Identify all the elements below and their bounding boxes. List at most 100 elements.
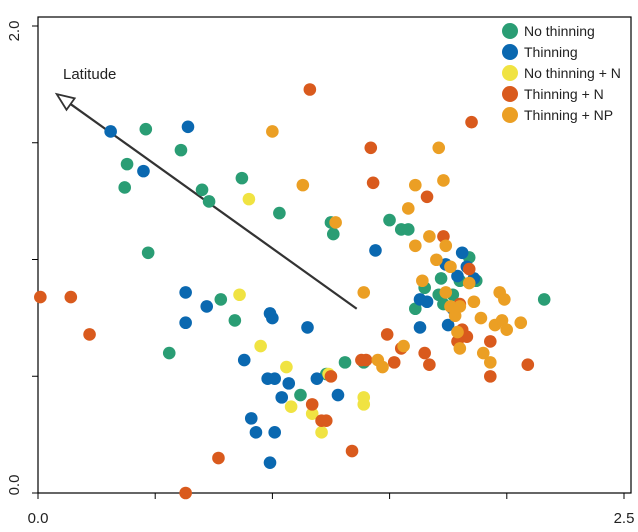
data-point — [233, 288, 246, 302]
data-point — [484, 356, 497, 369]
legend-marker — [502, 44, 518, 60]
data-point — [338, 356, 352, 369]
data-point — [500, 323, 514, 337]
data-point — [444, 300, 457, 313]
data-point — [357, 286, 371, 299]
legend-label: No thinning — [524, 23, 595, 39]
data-point — [467, 295, 481, 309]
legend-label: Thinning + N — [524, 86, 604, 102]
data-point — [237, 353, 251, 367]
data-point — [409, 302, 422, 316]
data-point — [282, 377, 296, 390]
data-point — [120, 157, 134, 171]
data-point — [301, 321, 314, 334]
data-point — [275, 391, 289, 404]
data-point — [137, 164, 150, 178]
data-point — [476, 346, 490, 360]
data-point — [413, 321, 427, 334]
data-point — [441, 318, 455, 332]
data-point — [383, 213, 396, 227]
data-point — [357, 391, 371, 404]
data-point — [228, 314, 242, 327]
data-point — [179, 286, 192, 299]
y-tick-label-1: 2.0 — [6, 21, 23, 42]
data-point — [451, 325, 464, 339]
data-point — [294, 388, 307, 402]
data-point — [266, 311, 279, 325]
data-point — [462, 262, 476, 276]
data-point — [34, 290, 47, 304]
data-point — [455, 246, 469, 260]
data-point — [366, 176, 380, 190]
data-point — [462, 276, 476, 290]
arrow-shaft — [69, 103, 358, 310]
data-point — [326, 227, 340, 241]
data-point — [345, 444, 359, 458]
data-point — [242, 192, 256, 206]
data-point — [214, 293, 228, 306]
legend-marker — [502, 86, 518, 102]
data-point — [315, 426, 328, 439]
data-point — [305, 407, 319, 420]
data-point — [521, 358, 535, 372]
data-point — [249, 426, 263, 439]
data-point — [401, 223, 415, 236]
data-point — [484, 370, 497, 383]
data-point — [387, 356, 401, 369]
data-point — [420, 190, 434, 204]
data-point — [329, 216, 342, 229]
y-tick-label-0: 0.0 — [6, 475, 23, 496]
legend: No thinning Thinning No thinning + N Thinni… — [502, 23, 621, 123]
data-point — [409, 239, 422, 253]
data-point — [235, 171, 249, 185]
data-point — [369, 244, 382, 257]
data-point — [359, 353, 373, 367]
data-point — [331, 388, 345, 402]
arrow-head — [54, 92, 77, 112]
data-point — [397, 339, 410, 353]
data-point — [465, 115, 478, 129]
legend-marker — [502, 23, 518, 39]
data-point — [423, 358, 436, 372]
data-point — [439, 286, 453, 299]
data-point — [296, 178, 310, 192]
data-point — [418, 346, 431, 360]
data-point — [310, 372, 324, 386]
data-point — [448, 309, 462, 323]
data-point — [266, 125, 279, 138]
data-point — [376, 360, 389, 374]
x-tick-label-1: 2.5 — [614, 510, 635, 527]
data-point — [179, 486, 192, 500]
data-point — [437, 174, 450, 187]
data-point — [498, 293, 511, 306]
latitude-arrow-label: Latitude — [63, 66, 116, 83]
data-point — [195, 183, 209, 197]
data-point — [118, 181, 132, 194]
data-point — [162, 346, 176, 360]
data-point — [420, 295, 434, 309]
data-point — [179, 316, 192, 330]
data-point — [474, 311, 488, 325]
data-point — [104, 125, 117, 138]
legend-label: Thinning + NP — [524, 107, 613, 123]
data-point — [202, 195, 216, 208]
data-point — [263, 456, 277, 469]
data-point — [268, 372, 281, 386]
data-point — [139, 122, 153, 136]
data-point — [284, 400, 298, 414]
data-point — [254, 339, 267, 353]
data-point — [380, 328, 394, 341]
data-point — [423, 230, 436, 243]
data-point — [200, 300, 214, 313]
data-point — [401, 202, 415, 215]
legend-label: No thinning + N — [524, 65, 621, 81]
data-point — [537, 293, 551, 306]
data-point — [303, 83, 317, 96]
data-point — [319, 414, 333, 427]
legend-marker — [502, 65, 518, 81]
data-point — [514, 316, 528, 330]
data-point — [141, 246, 155, 260]
data-point — [273, 206, 286, 220]
data-point — [324, 370, 338, 383]
